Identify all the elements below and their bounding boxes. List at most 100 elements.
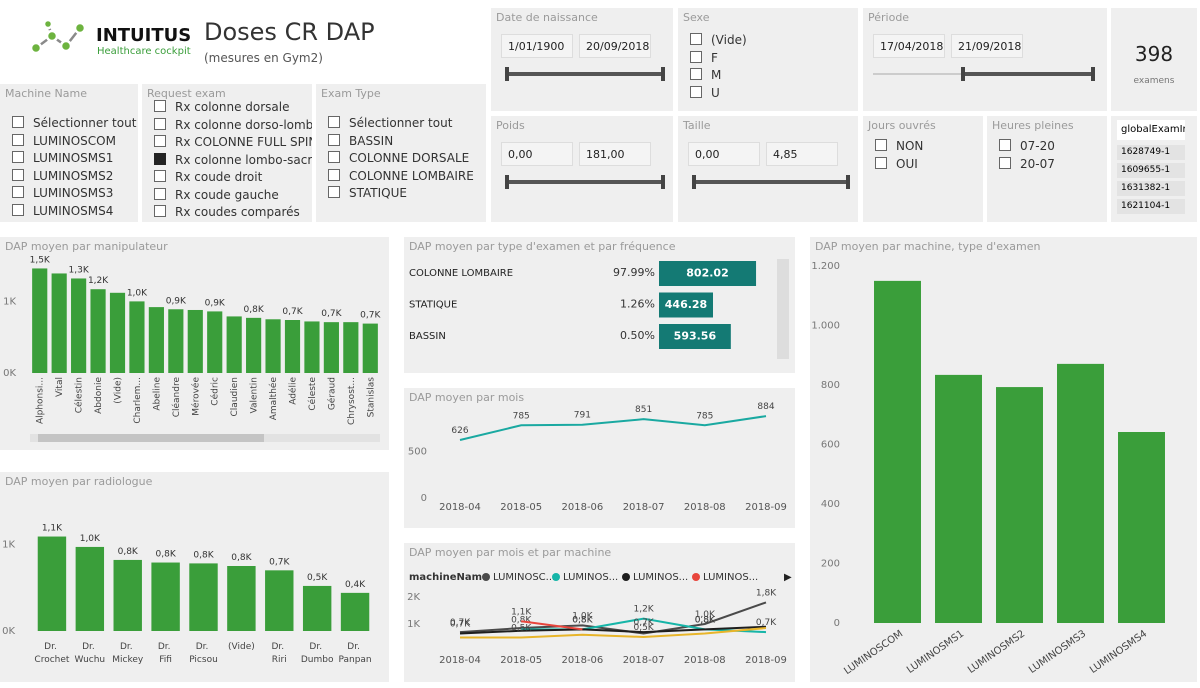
chart: DAP moyen par machine, type d'examen 0 200… [811, 240, 1165, 677]
slider-handle[interactable] [661, 175, 665, 189]
x-tick-label: 2018-08 [684, 655, 726, 666]
slicer-item[interactable]: Rx colonne lombo-sacrée [154, 152, 312, 168]
range-from[interactable]: 1/01/1900 [501, 34, 573, 58]
slicer-item[interactable]: LUMINOSMS1 [12, 150, 113, 166]
value-label: 0,4K [345, 580, 366, 590]
slicer-title: Exam Type [321, 87, 381, 100]
value-label: 1,2K [633, 605, 654, 615]
bar [51, 273, 67, 373]
slicer-item[interactable]: STATIQUE [328, 185, 407, 201]
checkbox [328, 186, 340, 198]
slicer-item[interactable]: Rx coude gauche [154, 187, 279, 203]
checkbox [12, 168, 24, 181]
slicer-item[interactable]: COLONNE DORSALE [328, 150, 469, 166]
bar [323, 322, 339, 373]
bar [37, 536, 67, 631]
slicer-item[interactable]: COLONNE LOMBAIRE [328, 168, 474, 184]
x-tick-label: Céleste [307, 377, 318, 411]
range-from[interactable]: 0,00 [501, 142, 573, 166]
bar [227, 566, 256, 631]
value-label: 1,8K [756, 588, 777, 598]
x-tick-label: Dr. Panpan [338, 642, 371, 665]
slider-handle[interactable] [505, 175, 509, 189]
value-label: 0,7K [450, 619, 471, 629]
checkbox [154, 152, 166, 165]
range-to[interactable]: 181,00 [579, 142, 651, 166]
slicer-item[interactable]: 07-20 [999, 138, 1055, 154]
row-label: COLONNE LOMBAIRE [409, 268, 513, 279]
x-tick-label: Dr. Fifi [158, 642, 174, 665]
slicer-item[interactable]: OUI [875, 156, 918, 172]
slider-handle[interactable] [846, 175, 850, 189]
checkbox [328, 133, 340, 146]
item-label: LUMINOSMS4 [33, 203, 114, 218]
line [460, 627, 767, 639]
range-to[interactable]: 4,85 [766, 142, 838, 166]
chart: DAP moyen par radiologue 0K 1K 1,1K Dr. Croc… [2, 475, 372, 665]
legend-arrow[interactable]: ▶ [784, 572, 792, 583]
slicer-item[interactable]: 20-07 [999, 156, 1055, 172]
range-from[interactable]: 17/04/2018 [873, 34, 945, 58]
bar [207, 311, 223, 373]
value-label: 1,3K [69, 265, 90, 275]
chart: DAP moyen par mois et par machine 1K 2K 201… [407, 546, 792, 666]
slicer-item[interactable]: NON [875, 138, 923, 154]
item-label: Rx colonne dorso-lomb... [175, 117, 312, 132]
x-tick-label: Claudien [230, 377, 240, 416]
range-to[interactable]: 21/09/2018 [951, 34, 1023, 58]
value-label: 1,0K [127, 288, 148, 298]
x-tick-label: 2018-06 [562, 655, 604, 666]
x-tick-label: LUMINOSMS1 [905, 628, 966, 675]
value-label: 1,0K [80, 534, 101, 544]
value-label: 0,8K [156, 550, 177, 560]
slider-handle[interactable] [1091, 67, 1095, 81]
slicer-item[interactable]: Rx colonne dorso-lomb... [154, 117, 312, 133]
slicer-item[interactable]: Rx coude droit [154, 169, 262, 185]
bar [71, 278, 87, 373]
slider-handle[interactable] [961, 67, 965, 81]
slicer-item[interactable]: LUMINOSMS4 [12, 203, 113, 219]
slicer-item[interactable]: Rx coudes comparés [154, 204, 300, 220]
slicer-item[interactable]: Rx COLONNE FULL SPINE [154, 134, 312, 150]
line [459, 625, 767, 635]
slicer-item[interactable]: Rx colonne dorsale [154, 99, 290, 115]
slicer-item[interactable]: LUMINOSMS2 [12, 168, 113, 184]
slider-handle[interactable] [505, 67, 509, 81]
slicer-item[interactable]: F [690, 50, 718, 66]
item-label: (Vide) [711, 33, 747, 47]
slicer-item[interactable]: Sélectionner tout [12, 115, 136, 131]
range-from[interactable]: 0,00 [688, 142, 760, 166]
slider-handle[interactable] [661, 67, 665, 81]
slicer-item[interactable]: Sélectionner tout [328, 115, 452, 131]
slicer-item[interactable]: BASSIN [328, 133, 393, 149]
bar [302, 585, 332, 631]
row-label: BASSIN [409, 331, 446, 342]
y-tick-label: 0 [834, 618, 840, 629]
item-label: Rx coudes comparés [175, 205, 300, 219]
slicer-item[interactable]: M [690, 67, 721, 83]
item-label: 07-20 [1020, 139, 1055, 153]
data-bar [659, 324, 731, 349]
slicer-item[interactable]: (Vide) [690, 32, 747, 48]
x-tick-label: Stanislas [366, 377, 376, 418]
x-tick-label: LUMINOSMS2 [966, 628, 1027, 675]
checkbox [690, 33, 702, 45]
range-to[interactable]: 20/09/2018 [579, 34, 651, 58]
value-label: 785 [696, 411, 713, 421]
slicer-item[interactable]: LUMINOSCOM [12, 133, 116, 149]
x-tick-label: Adélie [288, 377, 299, 405]
x-tick-label: 2018-09 [745, 502, 787, 513]
value-label: 0,8K [231, 553, 252, 563]
chart-panel: DAP moyen par mois 0 500 2018-04 2018-05 2018… [404, 388, 795, 528]
legend-label: LUMINOS... [703, 572, 758, 583]
range-slider [692, 175, 850, 189]
checkbox [154, 117, 166, 130]
scrollbar-thumb[interactable] [38, 434, 264, 442]
range-slider [873, 67, 1095, 81]
x-tick-label: Valentin [250, 377, 260, 413]
slicer-item[interactable]: U [690, 85, 720, 101]
slider-handle[interactable] [692, 175, 696, 189]
slicer-item[interactable]: LUMINOSMS3 [12, 185, 113, 201]
y-tick-label: 1K [2, 539, 15, 550]
checkbox [154, 100, 166, 112]
